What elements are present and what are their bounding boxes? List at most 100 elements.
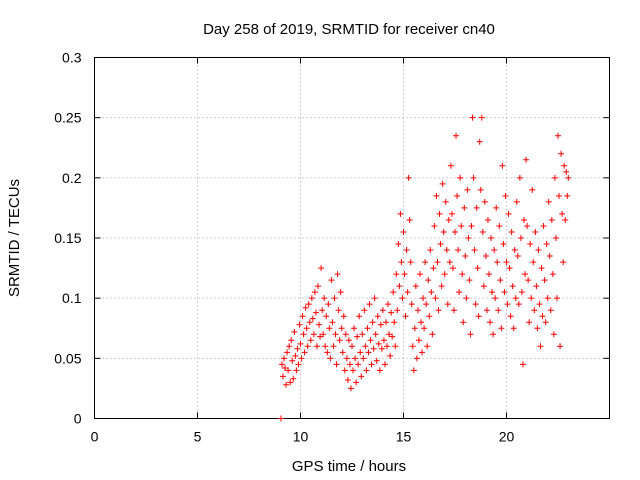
- data-point: [452, 228, 458, 235]
- data-point: [431, 222, 438, 229]
- data-point: [316, 321, 323, 328]
- x-axis-label: GPS time / hours: [292, 458, 406, 475]
- data-point: [304, 343, 311, 350]
- data-point: [487, 319, 494, 326]
- data-point: [504, 301, 511, 308]
- data-point: [336, 337, 343, 344]
- data-point: [434, 259, 441, 266]
- data-point: [506, 265, 513, 272]
- data-point: [368, 361, 375, 368]
- data-point: [381, 361, 388, 368]
- data-point: [408, 301, 415, 308]
- data-point: [294, 345, 301, 352]
- data-point: [467, 331, 474, 338]
- data-point: [337, 289, 344, 296]
- data-point: [409, 343, 416, 350]
- data-point: [549, 271, 556, 278]
- data-point: [370, 345, 377, 352]
- data-point: [396, 283, 403, 290]
- data-point: [548, 216, 555, 223]
- data-point: [354, 333, 361, 340]
- data-points: [277, 114, 572, 422]
- data-point: [428, 289, 435, 296]
- data-point: [503, 259, 510, 266]
- data-point: [414, 307, 421, 314]
- data-point: [299, 313, 306, 320]
- data-point: [513, 198, 520, 205]
- data-point: [372, 331, 379, 338]
- data-point: [475, 313, 482, 320]
- data-point: [349, 343, 355, 350]
- data-point: [352, 355, 359, 362]
- data-point: [442, 198, 449, 205]
- data-point: [297, 340, 304, 347]
- y-tick-label: 0: [74, 411, 82, 427]
- data-point: [375, 340, 382, 347]
- data-point: [562, 216, 569, 223]
- data-point: [425, 277, 432, 284]
- data-point: [540, 222, 547, 229]
- data-point: [461, 204, 468, 211]
- data-point: [491, 247, 498, 254]
- data-point: [446, 259, 453, 266]
- data-point: [360, 355, 367, 362]
- data-point: [392, 343, 399, 350]
- data-point: [391, 319, 398, 326]
- data-point: [445, 216, 452, 223]
- data-point: [393, 271, 400, 278]
- data-point: [468, 222, 475, 229]
- data-point: [386, 331, 393, 338]
- data-point: [389, 333, 396, 340]
- data-point: [378, 345, 385, 352]
- data-point: [395, 241, 402, 248]
- data-point: [340, 313, 347, 320]
- data-point: [458, 222, 465, 229]
- data-point: [553, 295, 560, 302]
- data-point: [380, 337, 387, 344]
- data-point: [532, 228, 539, 235]
- data-point: [323, 313, 330, 320]
- data-point: [444, 301, 451, 308]
- data-point: [288, 337, 295, 344]
- data-point: [382, 319, 389, 326]
- data-point: [315, 283, 322, 290]
- data-point: [325, 301, 332, 308]
- data-point: [470, 174, 477, 181]
- data-point: [416, 271, 423, 278]
- data-point: [490, 331, 497, 338]
- data-point: [493, 204, 500, 211]
- data-point: [295, 361, 302, 368]
- data-point: [332, 331, 339, 338]
- data-point: [448, 210, 455, 217]
- data-point: [454, 192, 461, 199]
- data-point: [466, 277, 473, 284]
- data-point: [463, 295, 470, 302]
- data-point: [363, 367, 370, 374]
- data-point: [512, 295, 519, 302]
- data-point: [495, 307, 502, 314]
- data-point: [402, 313, 409, 320]
- data-point: [302, 304, 309, 311]
- data-point: [286, 343, 293, 350]
- data-point: [541, 277, 548, 284]
- data-point: [508, 228, 515, 235]
- tick-layer: 0 5 10 15 20 0 0.05 0.1 0.15 0.2 0.25 0.3: [54, 50, 610, 445]
- x-tick-label: 15: [396, 429, 412, 445]
- data-point: [413, 355, 420, 362]
- data-point: [525, 277, 532, 284]
- data-point: [523, 156, 530, 163]
- data-point: [301, 349, 308, 356]
- data-point: [472, 301, 479, 308]
- data-point: [471, 247, 478, 254]
- data-point: [339, 349, 346, 356]
- data-point: [318, 265, 325, 272]
- data-point: [397, 210, 404, 217]
- data-point: [311, 289, 318, 296]
- data-point: [485, 271, 492, 278]
- data-point: [317, 333, 324, 340]
- data-point: [436, 210, 443, 217]
- data-point: [320, 331, 327, 338]
- data-point: [359, 331, 366, 338]
- data-point: [464, 186, 471, 193]
- data-point: [502, 192, 509, 199]
